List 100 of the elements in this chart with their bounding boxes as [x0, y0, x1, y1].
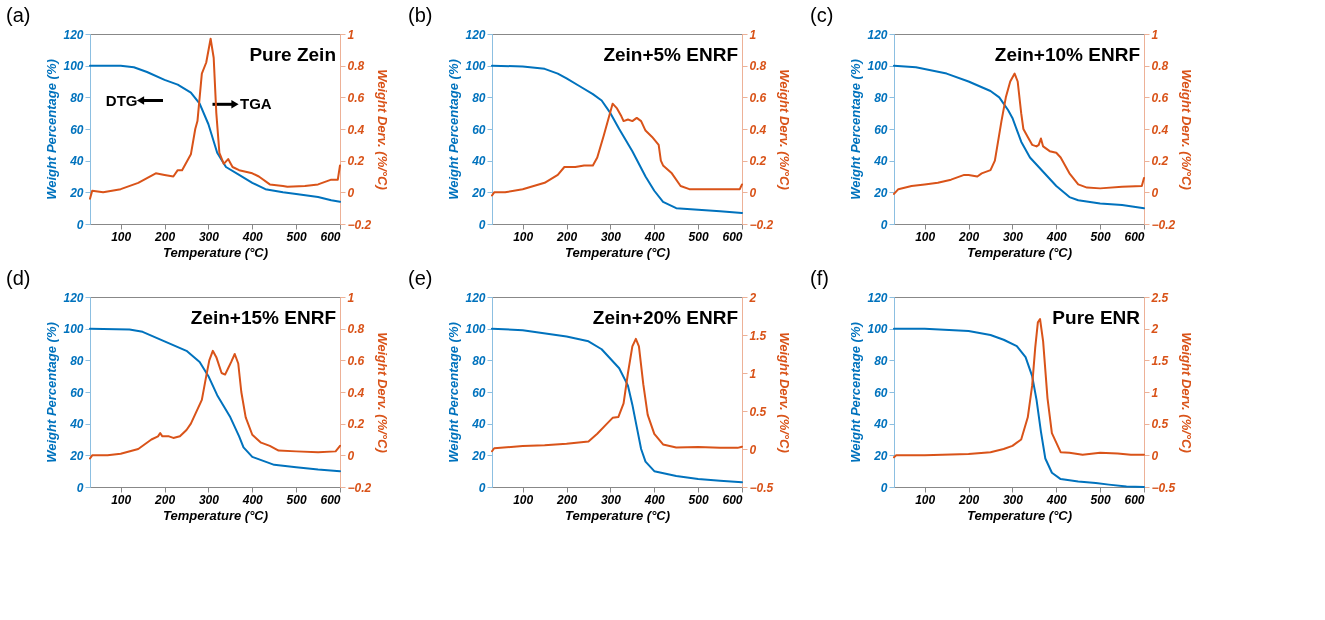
x-tick-label: 400: [643, 229, 666, 244]
x-tick-label: 300: [1002, 492, 1024, 507]
y-tick-label: 120: [867, 27, 888, 42]
line-series: [89, 349, 341, 460]
y-tick-label: 120: [465, 290, 486, 305]
line-series: [893, 72, 1145, 195]
annotation: TGA: [240, 95, 272, 113]
y2-tick-label: 0.8: [347, 322, 365, 337]
y-tick-label: 40: [873, 154, 888, 169]
x-tick-label: 200: [154, 229, 176, 244]
chart-title: (d): [5, 267, 31, 289]
x-axis-title: Temperature (°C): [564, 507, 671, 523]
x-tick-label: 400: [1045, 229, 1068, 244]
x-tick-label: 200: [958, 492, 980, 507]
y-tick-label: 60: [70, 122, 84, 137]
x-tick-label: 200: [556, 229, 578, 244]
y2-axis-title: Weight Derv. (%/°C): [777, 69, 793, 190]
text: Zein+10% ENRF: [994, 44, 1140, 65]
y-tick-label: 100: [867, 322, 888, 337]
y-tick-label: 40: [69, 154, 84, 169]
line-series: [89, 64, 341, 203]
y2-tick-label: 0.5: [1151, 417, 1169, 432]
y-tick-label: 0: [478, 480, 486, 495]
x-tick-label: 100: [111, 492, 132, 507]
y-tick-label: 120: [465, 27, 486, 42]
y-tick-label: 80: [874, 90, 888, 105]
line-series: [491, 327, 743, 484]
x-tick-label: 500: [1090, 492, 1111, 507]
y2-tick-label: 0.2: [1151, 154, 1169, 169]
y2-tick-label: 0.8: [749, 59, 767, 74]
x-tick-label: 600: [1124, 492, 1145, 507]
x-tick-label: 600: [320, 492, 341, 507]
y2-axis-title: Weight Derv. (%/°C): [1179, 69, 1195, 190]
y2-tick-label: 0: [347, 185, 355, 200]
y2-tick-label: 0.4: [347, 385, 365, 400]
y2-tick-label: 0: [347, 448, 355, 463]
y2-axis-title: Weight Derv. (%/°C): [777, 332, 793, 453]
x-axis-title: Temperature (°C): [564, 244, 671, 260]
y2-tick-label: 0.4: [347, 122, 365, 137]
x-tick-label: 500: [688, 492, 709, 507]
y2-tick-label: 0.2: [347, 417, 365, 432]
y2-tick-label: −0.2: [1151, 217, 1176, 232]
y-tick-label: 20: [471, 185, 486, 200]
y2-tick-label: −0.2: [347, 217, 372, 232]
line-series: [89, 37, 341, 200]
y2-tick-label: 0.5: [749, 404, 767, 419]
text: Zein+5% ENRF: [603, 44, 738, 65]
y-tick-label: 120: [867, 290, 888, 305]
y2-tick-label: 1: [347, 27, 355, 42]
text: Pure Zein: [249, 44, 336, 65]
y-tick-label: 0: [880, 217, 888, 232]
y-axis-title: Weight Percentage (%): [44, 59, 60, 200]
chart-title: (e): [407, 267, 433, 289]
y-tick-label: 40: [471, 417, 486, 432]
y-tick-label: 80: [472, 90, 486, 105]
y2-tick-label: 0.4: [749, 122, 767, 137]
line-series: [893, 327, 1145, 488]
x-tick-label: 300: [1002, 229, 1024, 244]
annotation: DTG: [105, 91, 138, 109]
y2-tick-label: 0: [1151, 185, 1159, 200]
y2-tick-label: 0: [749, 185, 757, 200]
y2-tick-label: 0.6: [347, 90, 365, 105]
x-tick-label: 100: [915, 492, 936, 507]
x-tick-label: 300: [600, 492, 622, 507]
y-tick-label: 20: [69, 448, 84, 463]
y-tick-label: 80: [874, 353, 888, 368]
y2-tick-label: 0: [1151, 448, 1159, 463]
y-tick-label: 80: [70, 90, 84, 105]
x-tick-label: 600: [722, 492, 743, 507]
y2-tick-label: −0.5: [1151, 480, 1176, 495]
chart-title: (f): [809, 267, 829, 289]
y-tick-label: 100: [465, 59, 486, 74]
x-tick-label: 400: [1045, 492, 1068, 507]
y-axis-title: Weight Percentage (%): [848, 322, 864, 463]
line-series: [89, 327, 341, 473]
x-tick-label: 500: [688, 229, 709, 244]
line-series: [491, 102, 743, 197]
x-axis-title: Temperature (°C): [966, 244, 1073, 260]
y-tick-label: 100: [63, 59, 84, 74]
text: Zein+20% ENRF: [592, 307, 738, 328]
y-tick-label: 40: [471, 154, 486, 169]
y-tick-label: 0: [880, 480, 888, 495]
y-tick-label: 20: [873, 448, 888, 463]
y2-tick-label: 0.6: [347, 353, 365, 368]
y2-tick-label: 0.4: [1151, 122, 1169, 137]
y2-tick-label: 1.5: [1151, 353, 1169, 368]
y2-tick-label: 0.8: [347, 59, 365, 74]
y-axis-title: Weight Percentage (%): [446, 322, 462, 463]
y2-axis-title: Weight Derv. (%/°C): [375, 69, 391, 190]
x-tick-label: 300: [198, 229, 220, 244]
y-tick-label: 60: [874, 385, 888, 400]
x-tick-label: 100: [111, 229, 132, 244]
line-series: [491, 337, 743, 453]
chart-title: (a): [5, 4, 31, 26]
y-tick-label: 60: [472, 122, 486, 137]
x-tick-label: 100: [513, 492, 534, 507]
y2-tick-label: 1: [1151, 385, 1159, 400]
y2-tick-label: −0.5: [749, 480, 774, 495]
x-tick-label: 600: [1124, 229, 1145, 244]
y-tick-label: 60: [70, 385, 84, 400]
